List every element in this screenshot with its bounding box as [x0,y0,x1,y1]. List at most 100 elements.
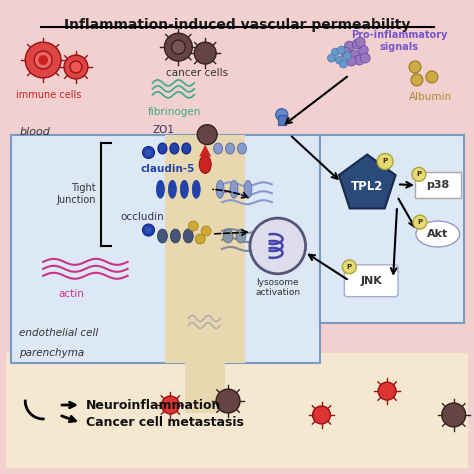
Text: Albumin: Albumin [409,92,452,102]
Circle shape [143,146,155,158]
Circle shape [349,50,359,60]
Text: p38: p38 [426,180,449,190]
Circle shape [276,109,288,121]
Circle shape [197,125,217,145]
Circle shape [70,61,82,73]
Text: Inflammation-induced vascular permeability: Inflammation-induced vascular permeabili… [64,18,410,32]
Text: P: P [418,219,422,225]
Circle shape [188,221,198,231]
Circle shape [358,45,368,55]
Text: claudin-5: claudin-5 [141,164,195,174]
Text: Akt: Akt [427,229,448,239]
Polygon shape [199,145,211,156]
Ellipse shape [182,143,191,154]
Circle shape [194,42,216,64]
Circle shape [331,48,339,56]
Bar [319,135,464,323]
Text: immune cells: immune cells [17,90,82,100]
Circle shape [413,215,427,229]
Ellipse shape [157,229,167,243]
Text: Pro-inflammatory
signals: Pro-inflammatory signals [351,30,447,52]
Text: P: P [416,172,421,177]
Circle shape [250,218,306,274]
Circle shape [345,41,354,51]
Circle shape [340,47,350,57]
Circle shape [346,56,356,66]
Text: blood: blood [19,127,50,137]
Ellipse shape [170,229,180,243]
Circle shape [172,40,185,54]
Ellipse shape [214,143,223,154]
Circle shape [146,149,152,155]
Circle shape [143,224,155,236]
Ellipse shape [244,180,252,198]
Polygon shape [339,155,396,209]
Circle shape [64,55,88,79]
Circle shape [352,39,362,49]
Ellipse shape [168,180,176,198]
Circle shape [343,52,351,60]
Text: ZO1: ZO1 [153,125,174,135]
Text: lysosome
activation: lysosome activation [255,278,301,297]
Ellipse shape [158,143,167,154]
Ellipse shape [216,180,224,198]
Ellipse shape [183,229,193,243]
Circle shape [25,42,61,78]
Text: Neuroinflammation: Neuroinflammation [86,399,221,411]
Circle shape [378,382,396,400]
FancyBboxPatch shape [345,265,398,297]
Ellipse shape [156,180,164,198]
Ellipse shape [180,180,188,198]
Bar [6,353,468,468]
Circle shape [164,33,192,61]
Ellipse shape [199,155,211,173]
Circle shape [409,61,421,73]
Circle shape [342,260,356,274]
Bar [278,115,286,125]
Circle shape [426,71,438,83]
Circle shape [216,389,240,413]
Circle shape [34,51,52,69]
Circle shape [38,55,48,65]
Ellipse shape [192,180,200,198]
Ellipse shape [230,180,238,198]
Circle shape [356,37,365,47]
Circle shape [411,74,423,86]
Text: P: P [383,158,388,164]
Circle shape [360,53,370,63]
Text: fibrinogen: fibrinogen [148,107,201,117]
Circle shape [377,154,393,169]
Bar [11,135,319,363]
Circle shape [195,234,205,244]
Text: JNK: JNK [360,276,382,286]
Circle shape [354,55,364,65]
Bar [165,135,245,363]
Text: actin: actin [58,289,84,299]
Ellipse shape [226,143,235,154]
Circle shape [162,396,179,414]
Ellipse shape [236,229,246,243]
Circle shape [328,54,336,62]
Circle shape [201,226,211,236]
Circle shape [336,56,343,64]
Text: Tight
Junction: Tight Junction [56,183,96,205]
Ellipse shape [223,229,233,243]
Ellipse shape [416,221,460,247]
Circle shape [337,46,346,54]
FancyBboxPatch shape [415,173,461,198]
Text: Cancer cell metastasis: Cancer cell metastasis [86,416,244,429]
Text: endothelial cell: endothelial cell [19,328,99,338]
Circle shape [312,406,330,424]
Text: P: P [347,264,352,270]
Circle shape [339,60,347,68]
Text: TPL2: TPL2 [351,180,383,193]
Text: parenchyma: parenchyma [19,348,84,358]
Ellipse shape [170,143,179,154]
Text: occludin: occludin [121,212,164,222]
Text: cancer cells: cancer cells [166,68,228,78]
Circle shape [442,403,465,427]
Ellipse shape [237,143,246,154]
Circle shape [146,227,152,233]
Circle shape [412,167,426,182]
Bar [185,343,225,413]
